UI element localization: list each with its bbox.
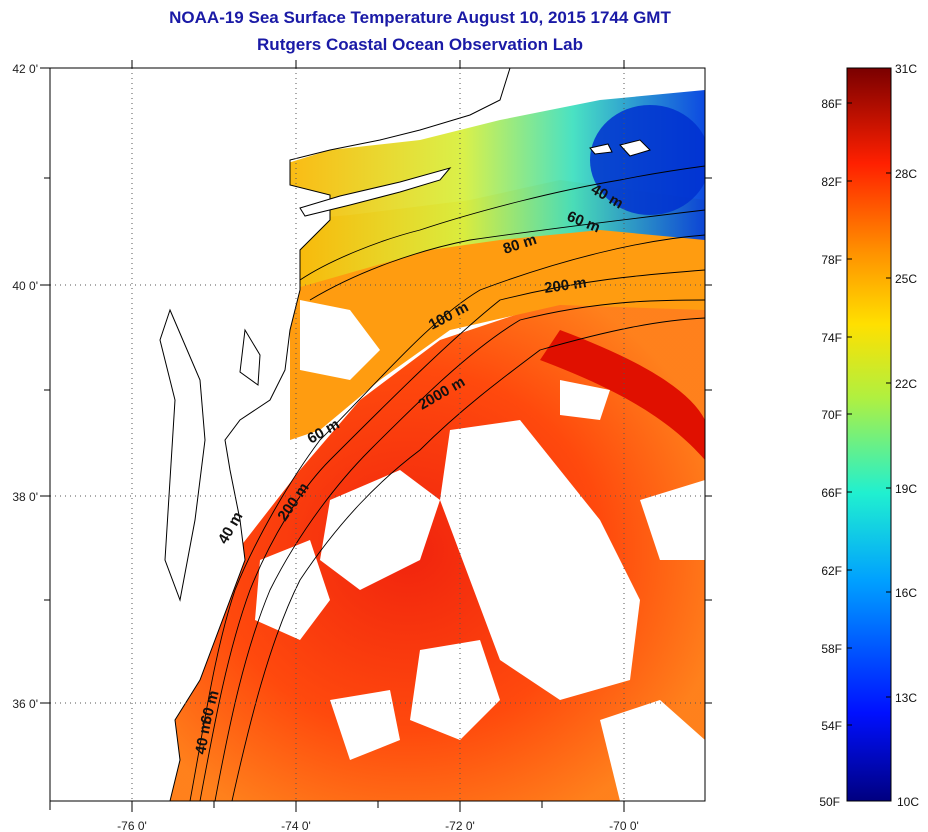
colorbar: 86F 82F 78F 74F 70F 66F 62F 58F 54F 50F … — [819, 62, 919, 809]
lat-tick: 42 0' — [12, 62, 38, 76]
colorbar-f-label: 86F — [821, 97, 842, 111]
lon-tick-labels: -76 0' -74 0' -72 0' -70 0' — [117, 819, 639, 832]
colorbar-c-label: 31C — [895, 62, 917, 76]
colorbar-f-label: 50F — [819, 795, 840, 809]
sst-raster — [50, 68, 705, 801]
colorbar-c-label: 10C — [897, 795, 919, 809]
isobath-label: 200 m — [543, 274, 587, 297]
delaware-bay — [239, 328, 261, 386]
isobath-lines — [189, 165, 705, 801]
axis-ticks — [40, 60, 712, 812]
lon-tick: -76 0' — [117, 819, 147, 832]
lon-tick: -72 0' — [445, 819, 475, 832]
lat-tick: 36 0' — [12, 697, 38, 711]
lat-tick: 40 0' — [12, 279, 38, 293]
map-subtitle: Rutgers Coastal Ocean Observation Lab — [257, 35, 583, 54]
colorbar-f-label: 74F — [821, 331, 842, 345]
map-title: NOAA-19 Sea Surface Temperature August 1… — [169, 8, 671, 27]
chesapeake-bay — [159, 308, 206, 602]
colorbar-f-label: 62F — [821, 564, 842, 578]
colorbar-f-label: 82F — [821, 175, 842, 189]
colorbar-c-label: 22C — [895, 377, 917, 391]
colorbar-c-label: 25C — [895, 272, 917, 286]
marthas-vineyard — [589, 143, 613, 155]
colorbar-gradient — [846, 67, 892, 802]
lon-tick: -74 0' — [281, 819, 311, 832]
colorbar-f-label: 54F — [821, 719, 842, 733]
colorbar-c-label: 28C — [895, 167, 917, 181]
isobath-label: 40 m — [192, 719, 215, 756]
colorbar-c-label: 13C — [895, 691, 917, 705]
colorbar-f-label: 66F — [821, 486, 842, 500]
lon-tick: -70 0' — [609, 819, 639, 832]
colorbar-f-label: 70F — [821, 408, 842, 422]
land-mainland — [50, 68, 511, 801]
colorbar-f-label: 78F — [821, 253, 842, 267]
long-island — [299, 167, 452, 217]
graticule — [50, 68, 705, 801]
nantucket-island — [619, 139, 651, 157]
colorbar-f-label: 58F — [821, 642, 842, 656]
lat-tick-labels: 42 0' 40 0' 38 0' 36 0' — [12, 62, 38, 711]
lat-tick: 38 0' — [12, 490, 38, 504]
colorbar-c-label: 16C — [895, 586, 917, 600]
colorbar-c-label: 19C — [895, 482, 917, 496]
